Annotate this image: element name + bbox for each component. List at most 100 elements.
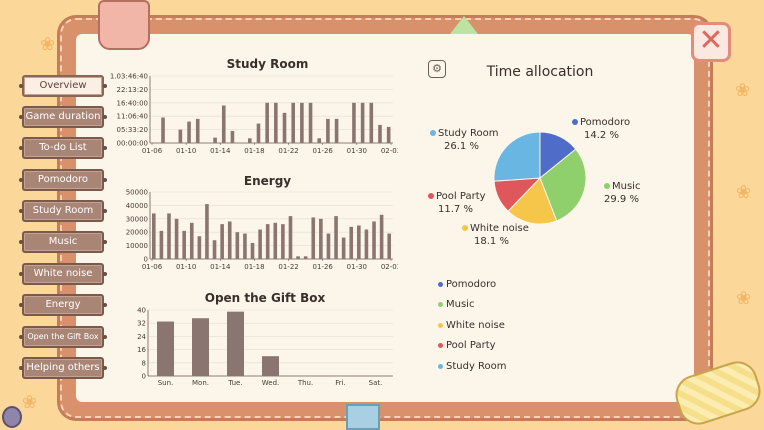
bar	[174, 218, 179, 259]
paw-icon: ❀	[736, 182, 752, 203]
pie-dot	[428, 193, 434, 199]
x-tick-label: 01-30	[347, 263, 367, 271]
bar	[157, 321, 174, 376]
legend-item-pomodoro: Pomodoro	[438, 279, 496, 290]
bar	[205, 204, 209, 259]
bar	[369, 102, 374, 143]
nav-item-white-noise[interactable]: White noise	[19, 263, 107, 285]
bar	[300, 102, 304, 143]
bar	[187, 121, 191, 143]
paw-icon: ❀	[736, 288, 752, 309]
bar	[256, 123, 261, 143]
legend-dot	[438, 363, 443, 369]
bar	[182, 230, 186, 259]
bar	[296, 256, 300, 259]
y-tick-label: 05:33:20	[117, 126, 148, 134]
pie-slice	[507, 177, 558, 225]
x-tick-label: 02-03	[381, 147, 398, 155]
bar	[250, 242, 255, 259]
pie-label-pomodoro: Pomodoro 14.2 %	[572, 116, 630, 142]
x-tick-label: Tue.	[227, 379, 242, 387]
gift-box-chart-title: Open the Gift Box	[204, 291, 326, 305]
bar	[379, 214, 384, 259]
study-room-chart: 1.03:46:40 22:13:20 16:40:00 11:06:40 05:33:…	[110, 73, 398, 156]
x-tick-label: 01-26	[313, 263, 334, 271]
bar	[311, 217, 316, 259]
y-tick-label: 0	[142, 373, 146, 381]
pie-dot	[604, 183, 610, 189]
nav-item-overview[interactable]: Overview	[19, 75, 107, 97]
bar	[212, 240, 217, 259]
bar	[326, 233, 331, 259]
x-tick-label: 01-06	[142, 147, 163, 155]
legend-item-white-noise: White noise	[438, 320, 505, 331]
bar	[360, 102, 365, 143]
avatar[interactable]	[2, 406, 22, 428]
y-tick-label: 8	[142, 359, 146, 367]
nav-item-energy[interactable]: Energy	[19, 294, 107, 316]
y-tick-label: 16	[137, 346, 146, 354]
x-tick-label: 01-18	[244, 263, 264, 271]
bar	[308, 102, 313, 143]
bar	[230, 130, 235, 143]
y-tick-label: 1.03:46:40	[110, 73, 148, 81]
bar	[357, 225, 361, 259]
pie-slice	[493, 131, 541, 182]
x-tick-label: Wed.	[262, 379, 280, 387]
bar	[262, 356, 279, 376]
y-tick-label: 40	[137, 307, 146, 315]
leaf-icon	[450, 16, 478, 34]
bar	[326, 118, 330, 143]
y-tick-label: 0	[144, 256, 148, 264]
bar	[288, 216, 293, 259]
bar	[258, 229, 262, 259]
close-button[interactable]: ✕	[691, 22, 731, 62]
bar	[319, 218, 323, 259]
bar	[213, 137, 217, 143]
nav-item-open-gift-box[interactable]: Open the Gift Box	[19, 326, 107, 348]
y-tick-label: 32	[137, 320, 146, 328]
nav-item-music[interactable]: Music	[19, 231, 107, 253]
bar	[227, 221, 232, 259]
bar	[291, 102, 295, 143]
legend-dot	[438, 342, 443, 348]
gift-box-chart: 40 32 24 16 8 0 Sun. Mon. Tue. Wed. Thu. Fri. Sat.	[137, 307, 393, 387]
paw-icon: ❀	[735, 80, 751, 101]
x-tick-label: Fri.	[335, 379, 346, 387]
bar	[161, 117, 165, 143]
nav-item-to-do-list[interactable]: To-do List	[19, 137, 107, 159]
nav-item-study-room[interactable]: Study Room	[19, 200, 107, 222]
pie-slice	[539, 148, 587, 222]
bar	[378, 124, 382, 143]
bar	[341, 237, 346, 259]
paw-icon: ❀	[22, 392, 38, 413]
y-tick-label: 16:40:00	[117, 99, 148, 107]
pie-label-white-noise: White noise 18.1 %	[462, 222, 529, 248]
bar	[189, 222, 194, 259]
legend-item-pool-party: Pool Party	[438, 340, 496, 351]
nav-item-pomodoro[interactable]: Pomodoro	[19, 169, 107, 191]
bar	[281, 224, 285, 259]
x-tick-label: 01-14	[210, 147, 231, 155]
bar	[192, 318, 209, 376]
energy-chart-title: Energy	[243, 174, 292, 188]
settings-button[interactable]: ⚙	[428, 60, 446, 78]
bar	[303, 256, 308, 259]
nav-item-helping-others[interactable]: Helping others	[19, 357, 107, 379]
bar	[178, 129, 183, 143]
bar	[386, 126, 391, 143]
y-tick-label: 11:06:40	[117, 113, 148, 121]
board-panel	[76, 34, 694, 402]
bar	[159, 230, 164, 259]
study-room-chart-title: Study Room	[226, 57, 309, 71]
y-tick-label: 30000	[126, 215, 148, 223]
bar	[195, 118, 200, 143]
paw-icon: ❀	[40, 34, 56, 55]
bar	[282, 112, 287, 143]
x-tick-label: 01-30	[347, 147, 367, 155]
bar	[372, 221, 376, 259]
nav-item-game-duration[interactable]: Game duration	[19, 106, 107, 128]
bar	[221, 105, 226, 143]
y-tick-label: 22:13:20	[117, 86, 148, 94]
bar	[265, 224, 270, 259]
